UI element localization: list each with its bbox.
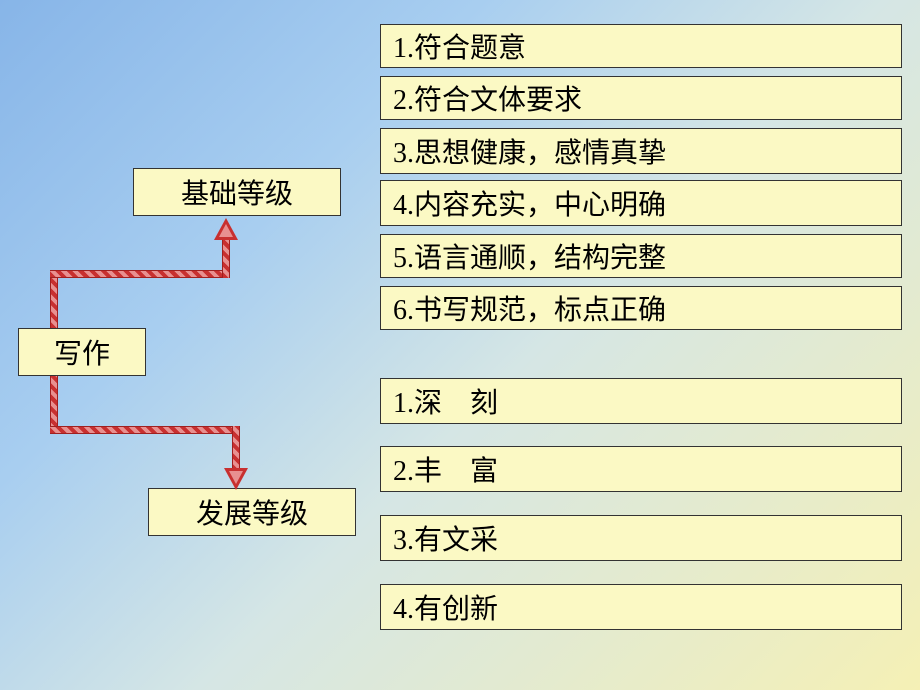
basic-item-4: 4.内容充实，中心明确 xyxy=(380,180,902,226)
basic-item-5: 5.语言通顺，结构完整 xyxy=(380,234,902,278)
item-text: 3.有文采 xyxy=(393,518,498,558)
connector-segment xyxy=(50,270,230,278)
item-text: 1.深 刻 xyxy=(393,381,498,421)
item-text: 2.丰 富 xyxy=(393,449,498,489)
basic-item-3: 3.思想健康，感情真挚 xyxy=(380,128,902,174)
item-text: 4.内容充实，中心明确 xyxy=(393,183,666,223)
branch-basic-level: 基础等级 xyxy=(133,168,341,216)
item-text: 2.符合文体要求 xyxy=(393,78,582,118)
item-text: 1.符合题意 xyxy=(393,26,526,66)
dev-item-1: 1.深 刻 xyxy=(380,378,902,424)
root-label: 写作 xyxy=(54,332,110,372)
item-text: 4.有创新 xyxy=(393,587,498,627)
basic-item-6: 6.书写规范，标点正确 xyxy=(380,286,902,330)
branch-development-label: 发展等级 xyxy=(196,492,308,532)
arrow-down-icon xyxy=(224,468,248,490)
item-text: 6.书写规范，标点正确 xyxy=(393,288,666,328)
dev-item-2: 2.丰 富 xyxy=(380,446,902,492)
branch-basic-label: 基础等级 xyxy=(181,172,293,212)
dev-item-3: 3.有文采 xyxy=(380,515,902,561)
item-text: 5.语言通顺，结构完整 xyxy=(393,236,666,276)
arrow-up-icon xyxy=(214,218,238,240)
item-text: 3.思想健康，感情真挚 xyxy=(393,131,666,171)
connector-segment xyxy=(50,270,58,328)
basic-item-1: 1.符合题意 xyxy=(380,24,902,68)
branch-development-level: 发展等级 xyxy=(148,488,356,536)
root-node: 写作 xyxy=(18,328,146,376)
basic-item-2: 2.符合文体要求 xyxy=(380,76,902,120)
connector-segment xyxy=(222,238,230,278)
connector-segment xyxy=(232,426,240,470)
dev-item-4: 4.有创新 xyxy=(380,584,902,630)
connector-segment xyxy=(50,426,240,434)
